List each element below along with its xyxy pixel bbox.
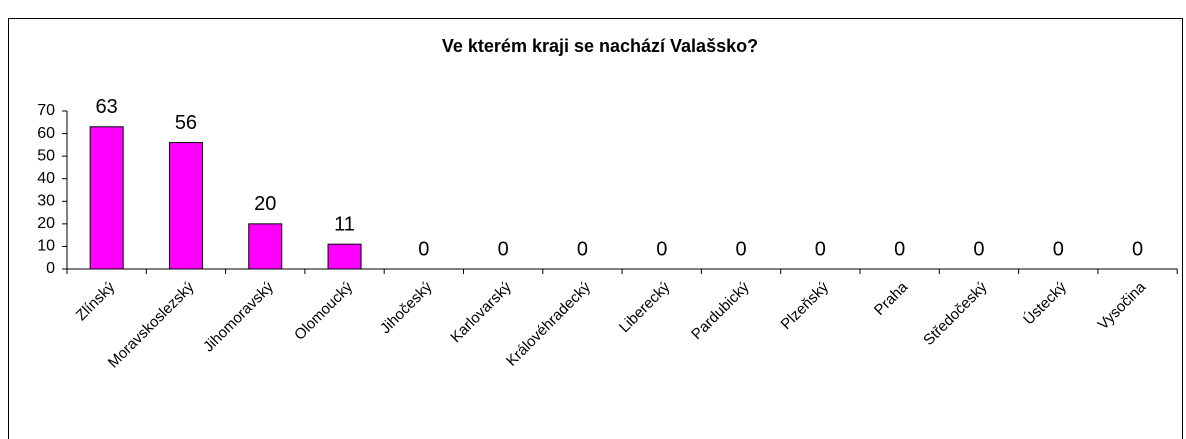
value-label: 56	[175, 112, 197, 134]
value-label: 0	[815, 238, 826, 260]
y-tick-label: 60	[37, 125, 55, 142]
y-tick-label: 40	[37, 170, 55, 187]
chart-frame	[8, 18, 1183, 439]
y-tick-label: 0	[46, 260, 55, 277]
value-label: 20	[254, 193, 276, 215]
bar	[327, 243, 362, 270]
y-tick-label: 50	[37, 147, 55, 164]
value-label: 0	[894, 238, 905, 260]
value-label: 0	[656, 238, 667, 260]
chart-title: Ve kterém kraji se nachází Valašsko?	[442, 36, 758, 56]
value-label: 0	[735, 238, 746, 260]
value-label: 0	[577, 238, 588, 260]
value-label: 0	[1132, 238, 1143, 260]
bar	[248, 223, 283, 270]
bar	[168, 142, 203, 270]
value-label: 0	[418, 238, 429, 260]
y-tick-label: 20	[37, 215, 55, 232]
y-tick-label: 30	[37, 193, 55, 210]
value-label: 63	[96, 96, 118, 118]
value-label: 0	[498, 238, 509, 260]
value-label: 0	[1053, 238, 1064, 260]
y-tick-label: 70	[37, 102, 55, 119]
value-label: 0	[973, 238, 984, 260]
bar	[89, 126, 124, 270]
value-label: 11	[334, 213, 355, 235]
y-tick-label: 10	[37, 238, 55, 255]
